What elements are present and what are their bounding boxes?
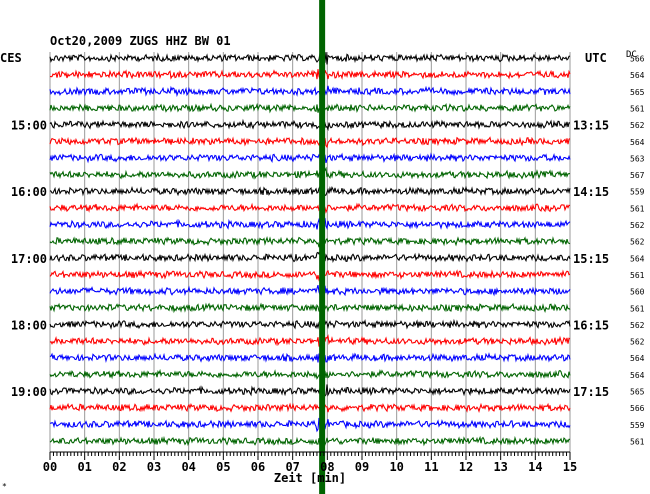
- corner-mark: *: [2, 482, 7, 491]
- x-tick-label: 06: [251, 460, 265, 474]
- x-tick-label: 07: [285, 460, 299, 474]
- trace-6: [49, 136, 571, 149]
- dc-value: 564: [630, 138, 645, 147]
- trace-3: [49, 85, 571, 98]
- trace-24: [49, 435, 570, 448]
- trace-14: [49, 269, 571, 282]
- x-tick-label: 05: [216, 460, 230, 474]
- x-tick-label: 13: [493, 460, 507, 474]
- dc-value: 559: [630, 421, 645, 430]
- trace-22: [49, 400, 571, 413]
- right-time-label: 16:15: [573, 318, 609, 332]
- right-time-label: 13:15: [573, 119, 609, 133]
- x-tick-label: 02: [112, 460, 126, 474]
- trace-21: [49, 384, 571, 397]
- dc-value: 563: [630, 154, 645, 163]
- left-time-label: 19:00: [11, 385, 47, 399]
- chart-title: Oct20,2009 ZUGS HHZ BW 01: [50, 34, 231, 48]
- dc-value: 564: [630, 354, 645, 363]
- x-tick-label: 15: [563, 460, 577, 474]
- trace-16: [49, 302, 571, 314]
- trace-7: [49, 152, 571, 164]
- x-tick-label: 00: [43, 460, 57, 474]
- dc-value: 566: [630, 404, 645, 413]
- dc-value: 561: [630, 271, 645, 280]
- left-time-label: 18:00: [11, 318, 47, 332]
- x-tick-label: 04: [181, 460, 195, 474]
- trace-15: [49, 284, 571, 297]
- trace-11: [49, 217, 571, 231]
- dc-value: 562: [630, 338, 645, 347]
- dc-value: 561: [630, 437, 645, 446]
- trace-2: [49, 68, 571, 81]
- left-time-label: 15:00: [11, 119, 47, 133]
- trace-17: [49, 318, 571, 330]
- trace-18: [49, 334, 571, 348]
- x-tick-label: 03: [147, 460, 161, 474]
- trace-13: [49, 250, 571, 264]
- trace-8: [49, 166, 571, 180]
- right-time-label: 14:15: [573, 185, 609, 199]
- dc-value: 562: [630, 321, 645, 330]
- trace-20: [49, 368, 571, 380]
- x-axis-label: Zeit [min]: [274, 471, 346, 485]
- left-time-label: 17:00: [11, 252, 47, 266]
- dc-value: 565: [630, 388, 645, 397]
- left-timezone-label: CES: [0, 51, 22, 65]
- x-tick-label: 11: [424, 460, 438, 474]
- left-time-labels: 15:00 16:00 17:00 18:00 19:00: [11, 119, 47, 399]
- trace-9: [49, 184, 571, 197]
- trace-19: [49, 352, 571, 365]
- trace-4: [49, 102, 571, 114]
- x-tick-label: 12: [459, 460, 473, 474]
- dc-value: 562: [630, 221, 645, 230]
- trace-10: [49, 202, 571, 214]
- dc-value: 566: [630, 55, 645, 64]
- dc-value: 561: [630, 204, 645, 213]
- trace-23: [49, 417, 571, 433]
- x-tick-label: 14: [528, 460, 542, 474]
- dc-value: 564: [630, 254, 645, 263]
- trace-12: [49, 236, 571, 248]
- left-time-label: 16:00: [11, 185, 47, 199]
- right-timezone-label: UTC: [585, 51, 607, 65]
- dc-values: 566 564 565 561 562 564 563 567 559 561 562 562 564 5…: [630, 55, 645, 447]
- dc-value: 560: [630, 288, 645, 297]
- trace-5: [49, 118, 571, 132]
- x-tick-label: 09: [355, 460, 369, 474]
- dc-value: 559: [630, 188, 645, 197]
- right-time-label: 17:15: [573, 385, 609, 399]
- seismic-traces: [49, 52, 571, 448]
- dc-value: 561: [630, 304, 645, 313]
- x-tick-label: 01: [77, 460, 91, 474]
- right-time-labels: 13:15 14:15 15:15 16:15 17:15: [573, 119, 609, 399]
- dc-value: 562: [630, 121, 645, 130]
- dc-value: 567: [630, 171, 645, 180]
- dc-header: DC: [626, 50, 637, 60]
- time-axis: 00 01 02 03 04 05 06 07 08 09 10 11 12 13 14 15: [43, 451, 577, 474]
- minute-gridlines: [49, 52, 571, 452]
- x-tick-label: 08: [320, 460, 334, 474]
- dc-value: 565: [630, 88, 645, 97]
- dc-value: 564: [630, 71, 645, 80]
- x-tick-label: 10: [389, 460, 403, 474]
- dc-value: 562: [630, 238, 645, 247]
- dc-value: 564: [630, 371, 645, 380]
- dc-value: 561: [630, 104, 645, 113]
- trace-1: [49, 52, 571, 65]
- right-time-label: 15:15: [573, 252, 609, 266]
